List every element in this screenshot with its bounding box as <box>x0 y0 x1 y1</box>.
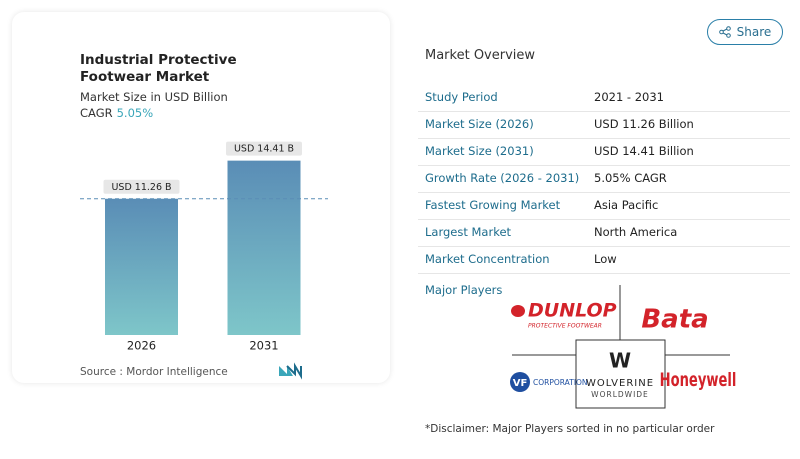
mordor-logo <box>279 362 302 380</box>
row-label: Fastest Growing Market <box>425 198 561 212</box>
share-button[interactable]: Share <box>707 19 783 45</box>
row-label: Market Concentration <box>425 252 550 266</box>
row-value: USD 14.41 Billion <box>594 144 694 158</box>
overview-row: Market Concentration Low <box>418 246 790 274</box>
source: Source : Mordor Intelligence <box>80 366 228 378</box>
row-value: USD 11.26 Billion <box>594 117 694 131</box>
overview-row: Largest Market North America <box>418 219 790 247</box>
value-label: USD 11.26 B <box>111 182 171 193</box>
dunlop-logo: DUNLOP PROTECTIVE FOOTWEAR <box>511 300 617 330</box>
overview-row: Growth Rate (2026 - 2031) 5.05% CAGR <box>418 165 790 193</box>
logo-text: CORPORATION <box>533 378 588 387</box>
logo-text: W <box>609 349 631 373</box>
overview-row: Market Size (2026) USD 11.26 Billion <box>418 111 790 139</box>
vf-logo: VF CORPORATION <box>510 372 588 392</box>
overview-row: Study Period 2021 - 2031 <box>418 84 790 112</box>
overview-row: Fastest Growing Market Asia Pacific <box>418 192 790 220</box>
cagr: CAGR 5.05% <box>80 106 153 120</box>
cagr-value: 5.05% <box>116 106 154 120</box>
chart-card <box>12 12 390 383</box>
bar <box>227 160 301 335</box>
logo-text: WOLVERINE <box>586 378 654 389</box>
logo-text: VF <box>513 378 528 389</box>
row-value: Asia Pacific <box>594 198 659 212</box>
logo-text: DUNLOP <box>528 300 617 322</box>
row-label: Growth Rate (2026 - 2031) <box>425 171 580 185</box>
honeywell-logo: Honeywell <box>660 369 737 391</box>
row-value: North America <box>594 225 678 239</box>
value-label-bg <box>226 141 302 156</box>
x-tick-label: 2031 <box>249 339 278 353</box>
bata-logo: Bata <box>641 305 708 335</box>
logo-text: WORLDWIDE <box>591 390 649 399</box>
overview-title: Market Overview <box>425 48 536 63</box>
bar <box>105 198 178 335</box>
value-label-bg <box>103 179 180 194</box>
logo-text: PROTECTIVE FOOTWEAR <box>528 323 602 330</box>
value-label: USD 14.41 B <box>234 144 294 155</box>
share-label: Share <box>736 25 772 39</box>
chart-title: Industrial Protective Footwear Market <box>80 52 237 85</box>
row-label: Market Size (2031) <box>425 144 534 158</box>
row-label: Largest Market <box>425 225 512 239</box>
row-label: Market Size (2026) <box>425 117 534 131</box>
share-icon <box>718 26 731 38</box>
row-value: 2021 - 2031 <box>594 90 664 104</box>
wolverine-logo: W WOLVERINE WORLDWIDE <box>586 349 654 400</box>
overview-row: Market Size (2031) USD 14.41 Billion <box>418 138 790 166</box>
row-value: Low <box>594 252 617 266</box>
disclaimer: *Disclaimer: Major Players sorted in no … <box>425 423 715 435</box>
players-title: Major Players <box>425 283 503 297</box>
x-tick-label: 2026 <box>127 339 156 353</box>
row-label: Study Period <box>425 90 498 104</box>
row-value: 5.05% CAGR <box>594 171 667 185</box>
chart-subtitle: Market Size in USD Billion <box>80 90 228 104</box>
logo-box <box>575 339 666 409</box>
cagr-label: CAGR <box>80 106 113 120</box>
